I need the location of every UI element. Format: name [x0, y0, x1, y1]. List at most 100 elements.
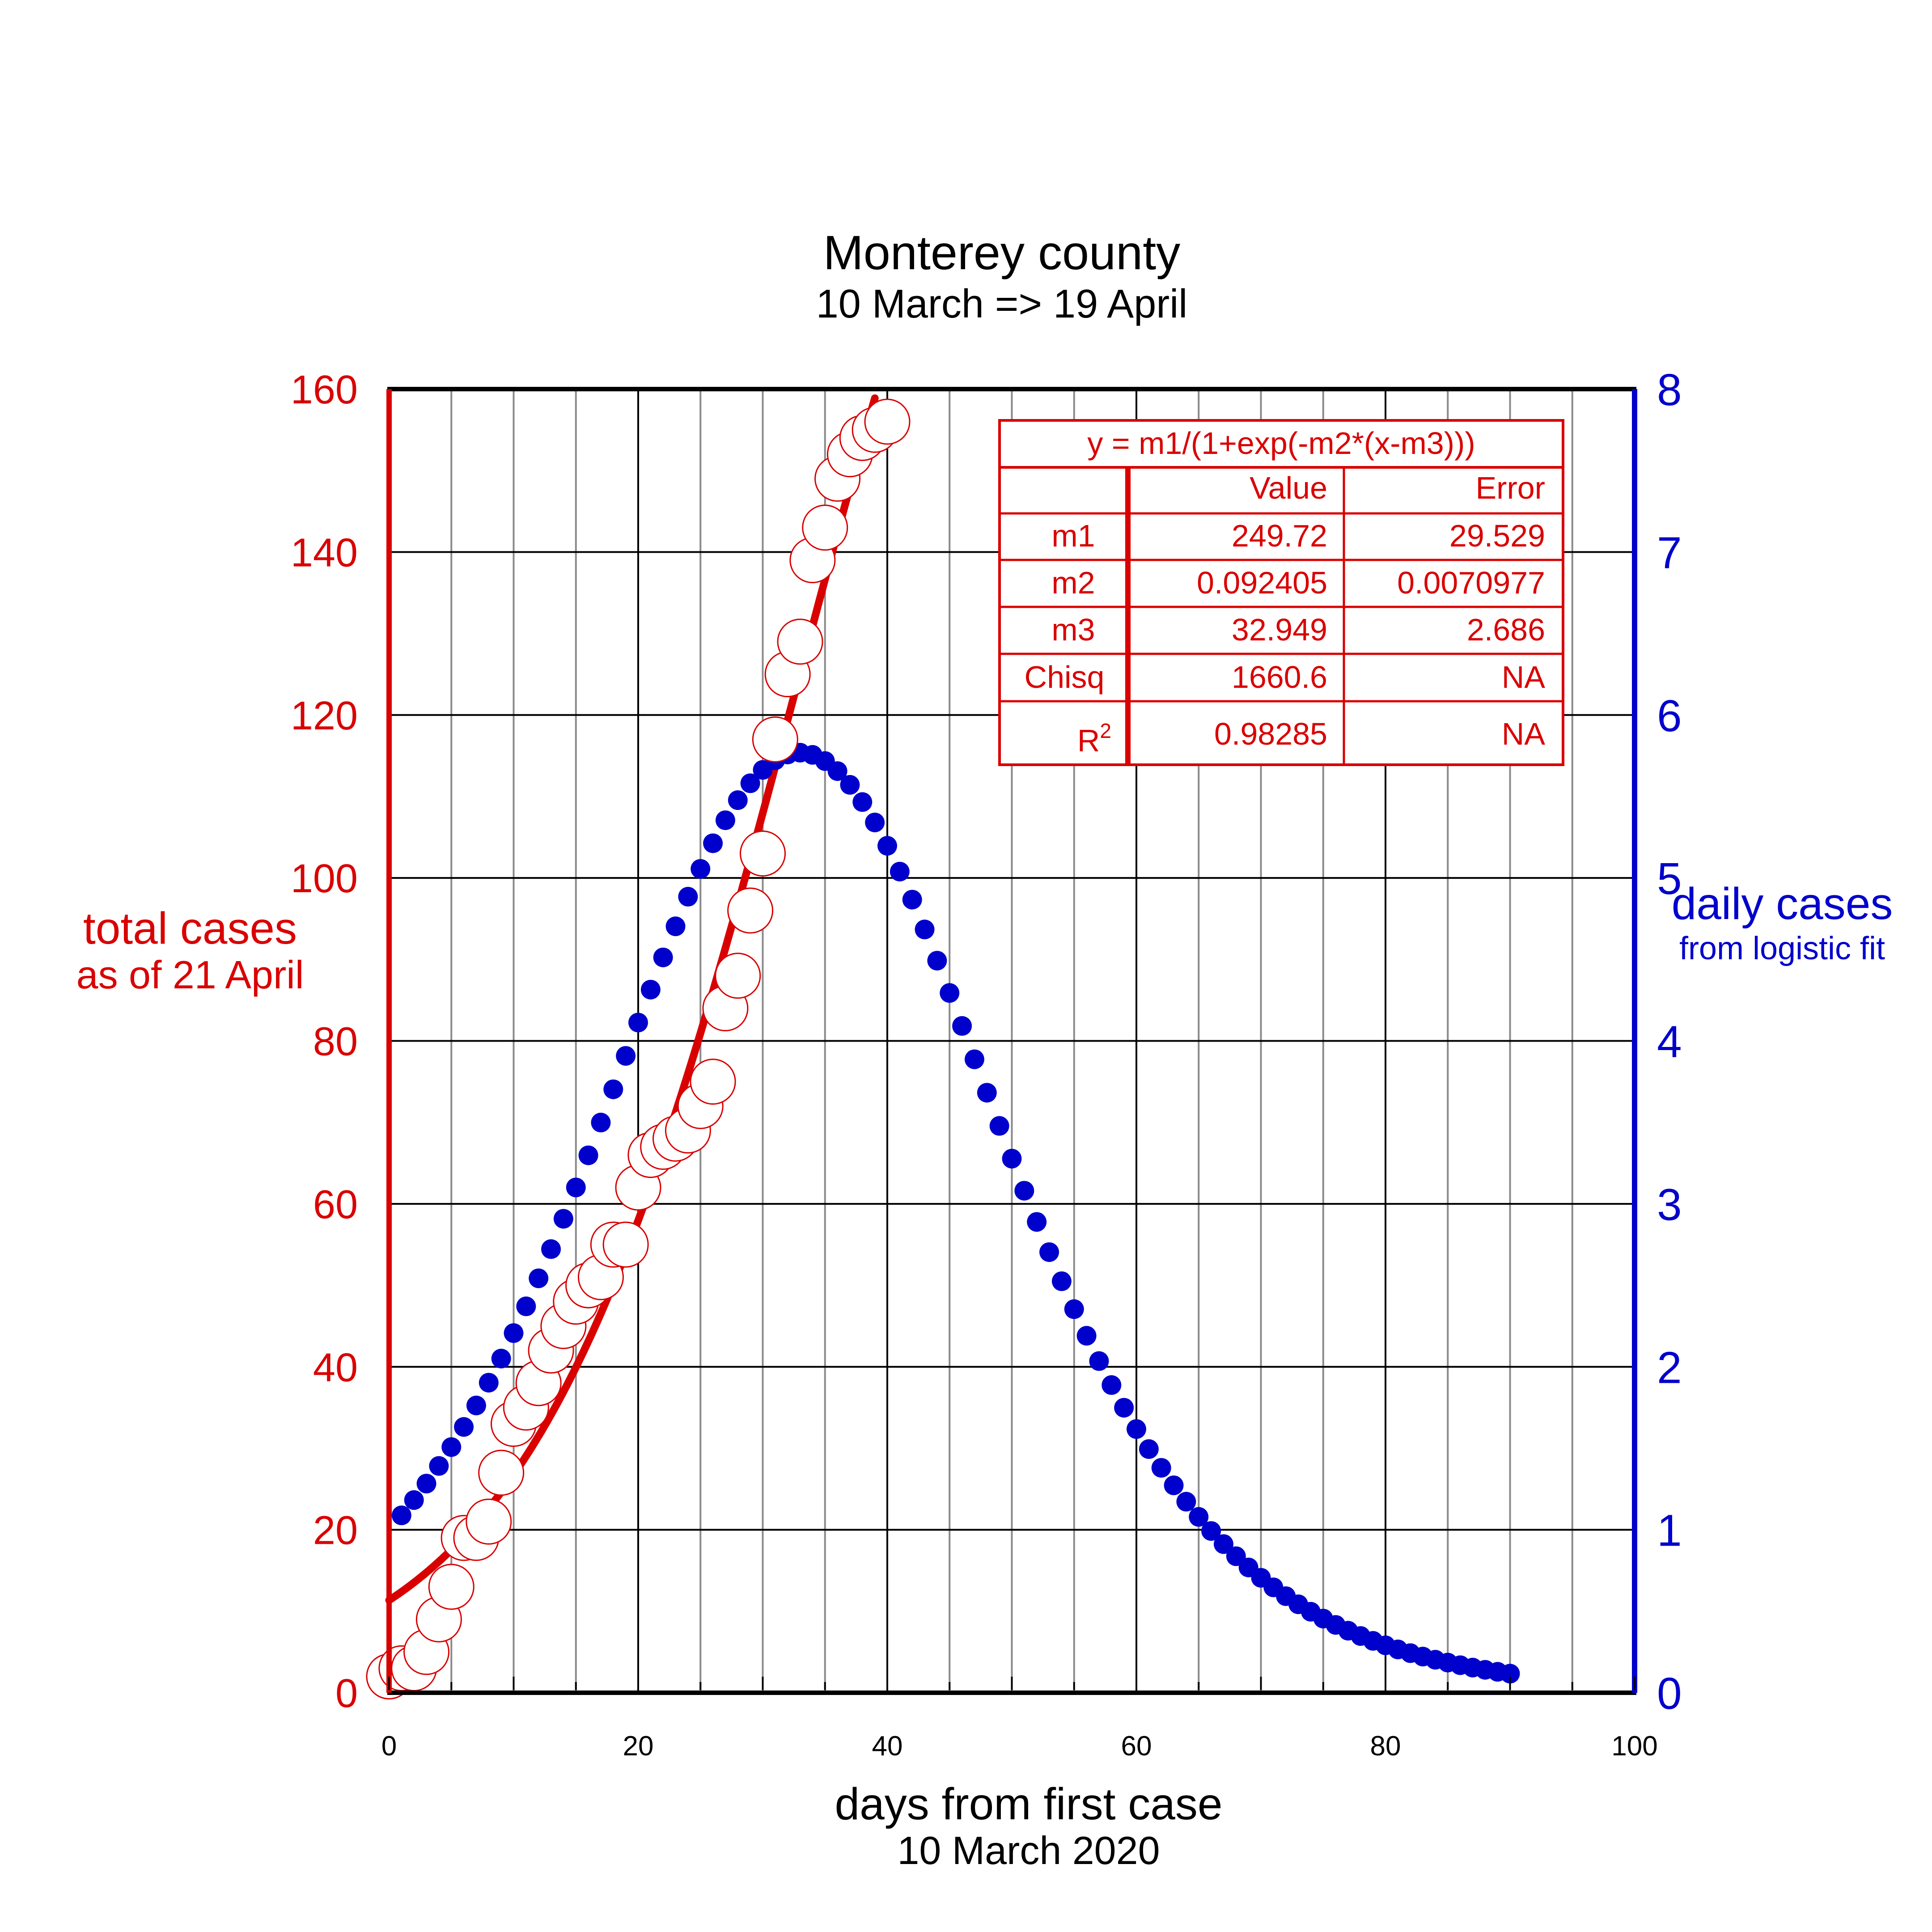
daily-cases-point	[927, 951, 947, 971]
y-left-tick-label: 140	[291, 530, 358, 575]
daily-cases-point	[454, 1417, 474, 1437]
x-tick-label: 20	[623, 1731, 654, 1762]
chart-title: Monterey county	[823, 225, 1180, 280]
daily-cases-point	[1201, 1521, 1221, 1541]
y-right-axis-label: daily cases	[1672, 879, 1893, 929]
daily-cases-point	[429, 1456, 449, 1476]
y-left-axis-sublabel: as of 21 April	[76, 953, 304, 997]
daily-cases-point	[416, 1474, 436, 1494]
daily-cases-point	[1151, 1458, 1171, 1478]
total-cases-point	[602, 1221, 649, 1268]
fit-table-r-label: R	[1077, 723, 1100, 758]
daily-cases-point	[703, 833, 723, 853]
daily-cases-point	[640, 979, 661, 1000]
daily-cases-point	[865, 813, 885, 833]
fit-table-param-name: m1	[1051, 518, 1095, 553]
daily-cases-point	[491, 1348, 511, 1368]
fit-table-equation: y = m1/(1+exp(-m2*(x-m3)))	[1087, 426, 1475, 461]
chart-subtitle: 10 March => 19 April	[816, 282, 1187, 326]
y-left-tick-label: 20	[313, 1508, 358, 1553]
daily-cases-point	[665, 916, 686, 936]
y-left-axis-label: total cases	[83, 903, 297, 953]
daily-cases-point	[1500, 1664, 1520, 1684]
daily-cases-point	[902, 890, 922, 910]
x-tick-label: 80	[1370, 1731, 1401, 1762]
fit-table-param-error: 0.0070977	[1397, 565, 1545, 600]
daily-cases-point	[1089, 1351, 1109, 1371]
y-left-tick-label: 60	[313, 1182, 358, 1227]
daily-cases-point	[628, 1013, 648, 1033]
daily-cases-point	[541, 1239, 561, 1259]
total-cases-point	[864, 398, 911, 445]
daily-cases-point	[1051, 1271, 1072, 1291]
daily-cases-point	[566, 1178, 586, 1198]
daily-cases-point	[479, 1373, 499, 1393]
daily-cases-series	[391, 742, 1520, 1684]
x-tick-label: 40	[872, 1731, 903, 1762]
total-cases-point	[466, 1498, 512, 1545]
axes	[386, 387, 1637, 1695]
fit-table-header-error: Error	[1475, 470, 1545, 505]
daily-cases-point	[653, 947, 673, 967]
daily-cases-point	[1114, 1398, 1134, 1418]
daily-cases-point	[964, 1049, 984, 1069]
daily-cases-point	[404, 1490, 424, 1510]
daily-cases-point	[1027, 1212, 1047, 1232]
daily-cases-point	[852, 792, 873, 812]
daily-cases-point	[890, 861, 910, 881]
fit-table-param-value: 1660.6	[1232, 660, 1327, 695]
daily-cases-point	[591, 1113, 611, 1133]
total-cases-point	[727, 887, 774, 934]
fit-table-param-error: 2.686	[1467, 612, 1545, 647]
y-left-tick-label: 40	[313, 1345, 358, 1390]
daily-cases-point	[915, 919, 935, 940]
daily-cases-point	[603, 1079, 623, 1099]
daily-cases-point	[678, 887, 698, 907]
y-left-tick-label: 120	[291, 694, 358, 738]
daily-cases-point	[952, 1016, 972, 1036]
daily-cases-point	[553, 1209, 573, 1229]
daily-cases-point	[1102, 1375, 1122, 1395]
total-cases-point	[428, 1563, 475, 1610]
x-tick-label: 60	[1121, 1731, 1152, 1762]
fit-table-param-name: Chisq	[1025, 660, 1105, 695]
fit-table-param-error: NA	[1502, 660, 1546, 695]
y-right-tick-label: 6	[1657, 691, 1682, 741]
daily-cases-point	[1076, 1326, 1097, 1346]
daily-cases-point	[827, 761, 847, 781]
x-axis-sublabel: 10 March 2020	[897, 1828, 1160, 1873]
daily-cases-point	[616, 1046, 636, 1066]
daily-cases-point	[840, 775, 860, 795]
fit-table-param-error: 29.529	[1449, 518, 1545, 553]
y-left-tick-label: 80	[313, 1020, 358, 1064]
daily-cases-point	[1164, 1475, 1184, 1496]
daily-cases-point	[466, 1395, 486, 1415]
daily-cases-point	[516, 1296, 536, 1317]
y-right-axis-sublabel: from logistic fit	[1679, 931, 1885, 966]
y-left-tick-label: 160	[291, 368, 358, 412]
daily-cases-point	[1127, 1419, 1146, 1439]
x-axis-label: days from first case	[835, 1779, 1223, 1829]
daily-cases-point	[578, 1145, 598, 1165]
fit-table-border	[998, 419, 1564, 766]
fit-table-param-value: 0.98285	[1214, 716, 1327, 751]
total-cases-point	[802, 504, 848, 551]
daily-cases-point	[940, 983, 960, 1003]
total-cases-point	[715, 953, 761, 999]
y-right-tick-label: 7	[1657, 528, 1682, 578]
fit-table-param-value: 0.092405	[1197, 565, 1327, 600]
fit-table: y = m1/(1+exp(-m2*(x-m3))) Value Error m…	[998, 419, 1564, 766]
daily-cases-point	[391, 1505, 411, 1525]
daily-cases-point	[529, 1268, 549, 1288]
daily-cases-point	[977, 1083, 997, 1103]
total-cases-point	[740, 830, 786, 877]
daily-cases-point	[877, 836, 897, 856]
total-cases-point	[752, 716, 798, 763]
daily-cases-point	[1002, 1148, 1022, 1169]
total-cases-point	[690, 1059, 736, 1105]
total-cases-series	[366, 398, 911, 1700]
fit-table-param-name: m3	[1051, 612, 1095, 647]
daily-cases-point	[715, 810, 735, 830]
y-right-tick-label: 5	[1657, 854, 1682, 904]
